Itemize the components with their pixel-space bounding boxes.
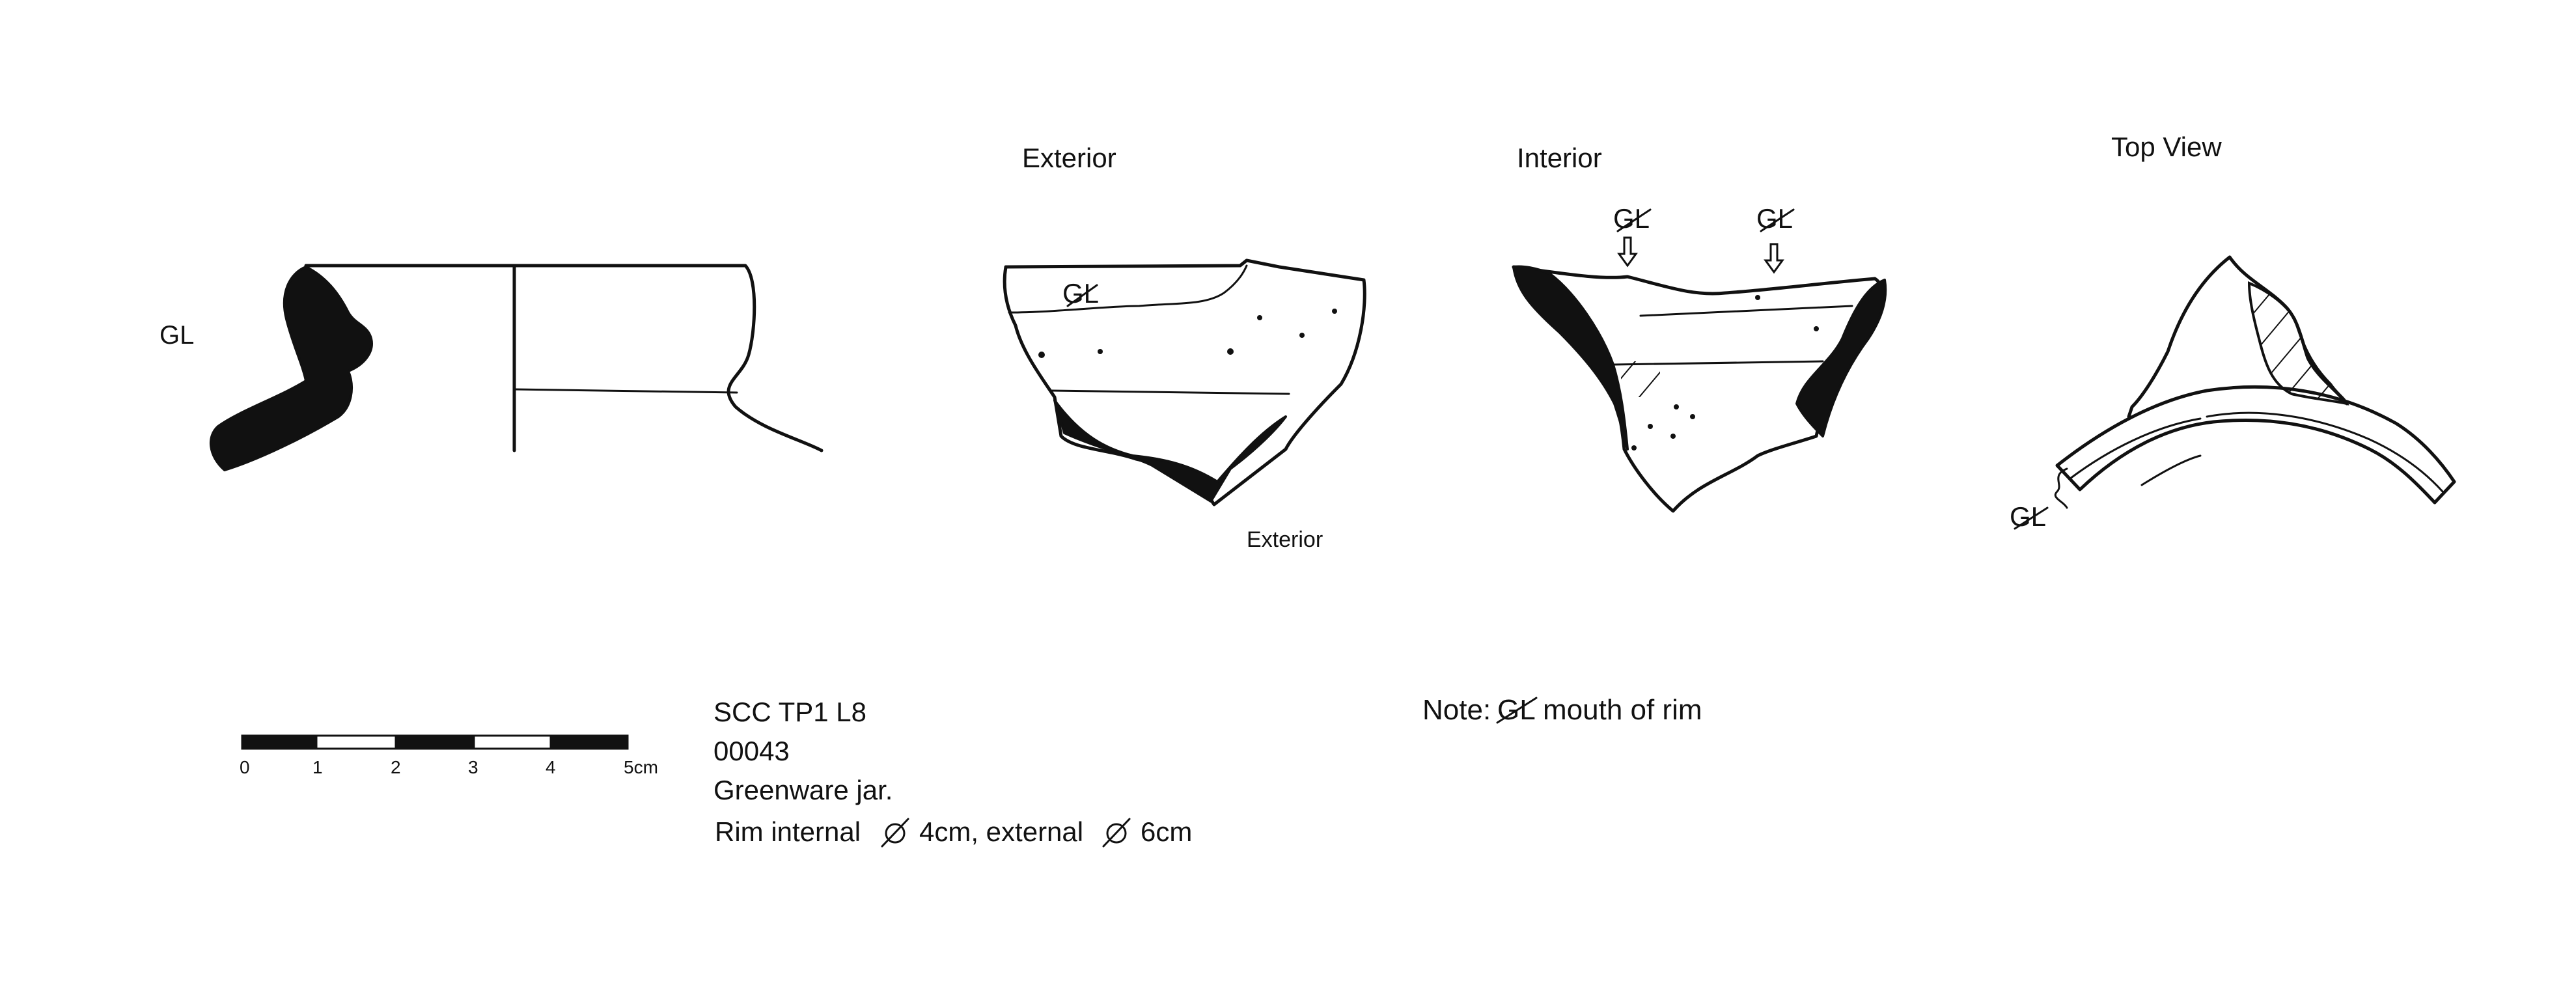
scale-tick-label: 1 [312, 757, 323, 777]
top-rim-notch [2140, 454, 2202, 486]
exterior-view: Exterior GL Exterior [1003, 143, 1366, 552]
scale-tick-label: 3 [468, 757, 478, 777]
scale-segment [549, 734, 629, 750]
svg-text:GL: GL [2010, 501, 2046, 532]
scale-segment [395, 734, 475, 750]
interior-right-section [1795, 279, 1887, 437]
catalog-site: SCC TP1 L8 [713, 697, 866, 727]
top-rim-inner-line [2069, 411, 2444, 493]
scale-bar: 0 1 2 3 4 5cm [240, 734, 658, 777]
svg-text:GL: GL [1756, 203, 1793, 234]
note: Note: GL mouth of rim [1422, 694, 1702, 726]
interior-gl-mark-left: GL [1613, 203, 1652, 234]
top-view: Top View GL [2010, 132, 2456, 532]
interior-gl-mark-right: GL [1756, 203, 1795, 234]
exterior-upper-line [1008, 264, 1248, 314]
scale-segment [473, 734, 552, 750]
interior-view: Interior GL GL [1512, 143, 1887, 513]
note-gl-mark: GL [1496, 694, 1538, 726]
exterior-speck [1299, 333, 1305, 338]
scale-tick-label: 0 [240, 757, 250, 777]
note-text: mouth of rim [1543, 694, 1702, 726]
interior-speck [1631, 445, 1637, 450]
exterior-speck [1332, 309, 1337, 314]
svg-text:GL: GL [1062, 278, 1099, 309]
profile-gl-label: GL [159, 321, 194, 350]
catalog-description: Greenware jar. [713, 775, 893, 805]
diameter-symbol-icon [1102, 818, 1131, 848]
scale-tick-label: 5cm [624, 757, 658, 777]
interior-left-section [1512, 265, 1629, 450]
scale-tick-label: 2 [391, 757, 401, 777]
exterior-band-line [1050, 389, 1290, 395]
catalog-rim-internal-value: 4cm, external [919, 816, 1083, 847]
top-gl-mark: GL [2010, 501, 2049, 532]
profile-section [209, 266, 373, 471]
interior-speck [1690, 414, 1695, 419]
top-rim-outer [2055, 385, 2456, 505]
interior-speck [1755, 295, 1760, 300]
top-sherd-outline [2127, 255, 2232, 419]
exterior-caption: Exterior [1247, 527, 1323, 552]
top-gl-bracket [2054, 467, 2068, 509]
catalog-rim-label: Rim internal [715, 816, 861, 847]
profile-view: GL [159, 264, 824, 471]
interior-speck [1674, 404, 1679, 409]
interior-speck [1814, 326, 1819, 331]
catalog-number: 00043 [713, 736, 790, 766]
exterior-speck [1038, 352, 1045, 358]
interior-speck [1648, 424, 1653, 429]
top-hatched-section [2247, 281, 2349, 406]
note-prefix: Note: [1422, 694, 1491, 726]
catalog-block: SCC TP1 L8 00043 Greenware jar. Rim inte… [713, 697, 1192, 848]
interior-speck [1670, 434, 1676, 439]
arrow-down-icon [1617, 236, 1638, 268]
exterior-speck [1098, 349, 1103, 354]
profile-outline [304, 264, 824, 452]
exterior-lower-fill [1053, 399, 1287, 503]
arrow-down-icon [1764, 243, 1784, 274]
scale-segment [241, 734, 318, 750]
svg-text:GL: GL [1613, 203, 1650, 234]
interior-hatched-area [1621, 361, 1660, 397]
exterior-speck [1227, 348, 1234, 355]
exterior-title: Exterior [1022, 143, 1116, 173]
profile-neck-line [513, 388, 738, 394]
catalog-rim-external-value: 6cm [1141, 816, 1192, 847]
interior-upper-line [1639, 305, 1853, 317]
interior-title: Interior [1517, 143, 1602, 173]
exterior-gl-mark: GL [1062, 278, 1099, 309]
exterior-speck [1257, 315, 1262, 320]
diameter-symbol-icon [881, 818, 909, 848]
scale-tick-label: 4 [546, 757, 556, 777]
top-view-title: Top View [2111, 132, 2222, 162]
scale-segment [315, 734, 397, 750]
